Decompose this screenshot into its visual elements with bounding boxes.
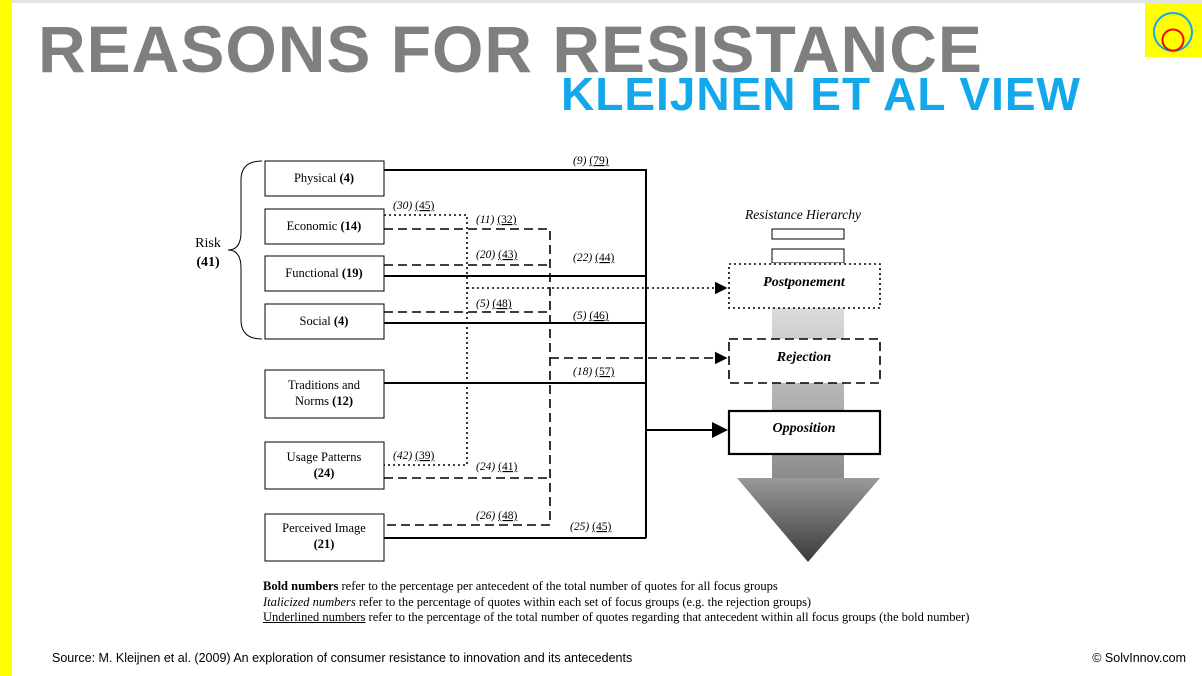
value-image: (21) <box>314 537 335 551</box>
link-label: (11) (32) <box>476 214 517 226</box>
value-usage: (24) <box>314 466 335 480</box>
opposition-label: Opposition <box>772 421 835 436</box>
label-social: Social (4) <box>300 314 349 328</box>
link-label: (42) (39) <box>393 450 435 462</box>
source-citation: Source: M. Kleijnen et al. (2009) An exp… <box>52 651 633 665</box>
link-label: (30) (45) <box>393 200 435 212</box>
label-usage: Usage Patterns <box>287 450 362 464</box>
postponement-label: Postponement <box>763 275 846 290</box>
link-label: (25) (45) <box>570 521 612 533</box>
slide-title: REASONS FOR RESISTANCE <box>38 12 983 86</box>
label-traditions: Traditions and <box>288 378 361 392</box>
box-functional <box>264 255 385 292</box>
accent-bar <box>0 0 12 676</box>
risk-brace <box>227 160 263 340</box>
label-traditions-2: Norms (12) <box>295 394 353 408</box>
rejection-label: Rejection <box>776 350 832 365</box>
label-economic: Economic (14) <box>287 219 362 233</box>
opposition-links <box>384 169 728 539</box>
link-label: (9) (79) <box>573 155 609 167</box>
label-physical: Physical (4) <box>294 171 354 185</box>
copyright: © SolvInnov.com <box>1092 651 1186 665</box>
link-label: (22) (44) <box>573 252 615 264</box>
slide-subtitle: KLEIJNEN ET AL VIEW <box>561 68 1081 120</box>
box-traditions <box>264 369 385 419</box>
legend-notes: Bold numbers refer to the percentage per… <box>263 579 969 626</box>
hierarchy-title: Resistance Hierarchy <box>744 207 861 222</box>
link-label: (5) (48) <box>476 298 512 310</box>
label-image: Perceived Image <box>282 521 366 535</box>
hierarchy-block <box>771 248 845 264</box>
top-divider <box>0 0 1202 3</box>
link-label: (26) (48) <box>476 510 518 522</box>
note-bold: Bold numbers refer to the percentage per… <box>263 579 778 593</box>
postponement-links <box>384 214 728 466</box>
box-economic <box>264 208 385 245</box>
outcome-postponement <box>728 263 881 309</box>
link-label: (20) (43) <box>476 249 518 261</box>
rejection-links <box>384 228 728 526</box>
risk-label: Risk <box>195 236 221 251</box>
concentric-circles-logo-icon <box>1153 12 1193 52</box>
label-functional: Functional (19) <box>285 266 362 280</box>
link-label: (18) (57) <box>573 366 615 378</box>
note-italic: Italicized numbers refer to the percenta… <box>263 594 812 609</box>
link-label: (24) (41) <box>476 461 518 473</box>
hierarchy-top-block <box>771 228 845 240</box>
risk-value: (41) <box>196 255 220 270</box>
link-label: (5) (46) <box>573 310 609 322</box>
box-image <box>264 513 385 562</box>
outcome-opposition <box>727 409 882 456</box>
box-social <box>264 303 385 340</box>
note-underline: Underlined numbers refer to the percenta… <box>263 610 970 624</box>
box-physical <box>264 160 385 197</box>
logo <box>1145 3 1202 57</box>
hierarchy-arrowhead <box>737 478 880 562</box>
outcome-rejection <box>728 338 881 384</box>
